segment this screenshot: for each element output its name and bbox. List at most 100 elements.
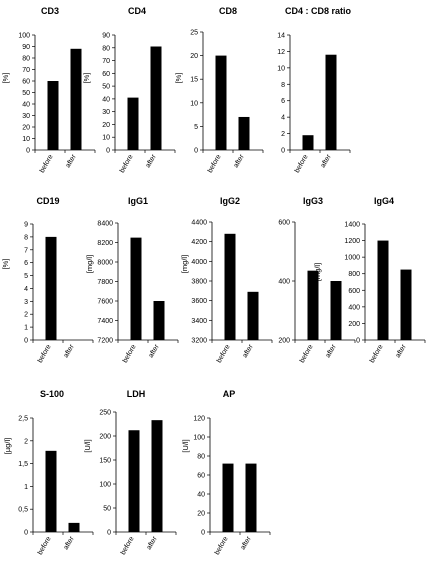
y-tick-label: 50 [103,506,111,513]
y-tick-label: 7 [24,247,28,254]
x-tick-label: before [120,535,136,556]
y-tick-label: 120 [193,416,205,423]
y-tick-label: 3400 [191,318,207,325]
chart-panel-3: CD8 0 5 10 15 20 25 before after [%] [174,6,264,174]
y-tick-label: 0 [26,148,30,155]
y-tick-label: 20 [102,122,110,129]
y-tick-label: 4 [281,115,285,122]
y-tick-label: 100 [99,482,111,489]
y-tick-label: 2 [281,131,285,138]
y-tick-label: 1200 [344,238,360,245]
y-tick-label: 10 [102,135,110,142]
x-tick-label: after [242,343,255,359]
y-tick-label: 1,5 [18,461,28,468]
bar-after [151,420,163,532]
y-tick-label: 400 [348,304,360,311]
x-tick-label: after [148,343,161,359]
x-tick-label: after [63,343,76,359]
chart-panel-12: AP 0 20 40 60 80 100 120 before after [U/l] [181,389,271,556]
x-tick-label: before [119,153,135,174]
y-tick-label: 8400 [97,221,113,228]
y-tick-label: 6 [281,98,285,105]
y-tick-label: 60 [22,79,30,86]
bar-before [47,81,59,150]
y-tick-label: 3 [24,299,28,306]
bar-before [130,237,142,340]
y-tick-label: 7600 [97,299,113,306]
x-tick-label: after [63,535,76,551]
y-tick-label: 0,5 [18,507,28,514]
y-tick-label: 20 [22,125,30,132]
y-tick-label: 8000 [97,260,113,267]
y-tick-label: 3200 [191,338,207,345]
y-tick-label: 0 [201,530,205,537]
bar-before [128,430,140,532]
bar-after [150,46,162,150]
bar-after [70,48,82,150]
y-tick-label: 15 [190,77,198,84]
chart-title: CD3 [41,6,59,16]
bar-after [400,269,412,340]
x-tick-label: before [37,343,53,364]
y-tick-label: 8 [24,234,28,241]
y-tick-label: 60 [197,473,205,480]
y-tick-label: 8200 [97,240,113,247]
y-tick-label: 0 [24,530,28,537]
x-tick-label: before [369,343,385,364]
y-tick-label: 90 [102,33,110,40]
chart-panel-10: S-100 0 0,5 1 1,5 2 2,5 before after [µg/l] [3,389,94,556]
y-tick-label: 12 [277,49,285,56]
x-tick-label: after [146,535,159,551]
y-tick-label: 5 [24,273,28,280]
y-tick-label: 200 [278,338,290,345]
y-tick-label: 7400 [97,318,113,325]
y-tick-label: 4000 [191,259,207,266]
y-tick-label: 2 [24,312,28,319]
y-tick-label: 7800 [97,279,113,286]
chart-title: IgG4 [374,196,394,206]
y-axis-label: [%] [82,73,91,84]
x-tick-label: after [395,343,408,359]
bar-before [302,135,314,150]
bar-before [45,236,57,340]
bar-after [245,463,257,532]
y-tick-label: 8 [281,82,285,89]
y-tick-label: 7200 [97,338,113,345]
y-axis-label: [µg/l] [3,438,12,454]
x-tick-label: after [233,153,246,169]
bar-before [377,240,389,340]
x-tick-label: after [65,153,78,169]
y-tick-label: 3800 [191,279,207,286]
bar-after [325,54,337,150]
chart-panel-1: CD3 0 10 20 30 40 50 60 70 80 90 100 before after [%] [1,6,96,174]
y-tick-label: 10 [22,136,30,143]
y-tick-label: 1000 [344,255,360,262]
y-tick-label: 60 [102,71,110,78]
chart-title: AP [223,389,236,399]
chart-panel-4: CD4 : CD8 ratio 0 2 4 6 8 10 12 14 before after [277,6,351,174]
y-tick-label: 100 [18,33,30,40]
y-tick-label: 40 [102,96,110,103]
y-tick-label: 0 [24,338,28,345]
bar-before [224,233,236,340]
y-tick-label: 0 [356,338,360,345]
y-tick-label: 5 [194,124,198,131]
y-tick-label: 30 [22,113,30,120]
bar-after [238,116,250,150]
x-tick-label: after [240,535,253,551]
chart-title: LDH [127,389,146,399]
y-tick-label: 50 [102,84,110,91]
chart-panel-2: CD4 0 10 20 30 40 50 60 70 80 90 before after [%] [82,6,176,174]
y-tick-label: 0 [281,148,285,155]
y-tick-label: 200 [348,321,360,328]
y-tick-label: 90 [22,44,30,51]
y-axis-label: [%] [1,259,10,270]
y-tick-label: 50 [22,90,30,97]
chart-panel-7: IgG2 3200 3400 3600 3800 4000 4200 4400 before af… [180,196,273,364]
y-tick-label: 800 [348,271,360,278]
chart-panel-6: IgG1 7200 7400 7600 7800 8000 8200 8400 before af… [85,196,179,364]
y-axis-label: [mg/l] [85,255,94,273]
y-tick-label: 20 [197,511,205,518]
y-tick-label: 2,5 [18,416,28,423]
